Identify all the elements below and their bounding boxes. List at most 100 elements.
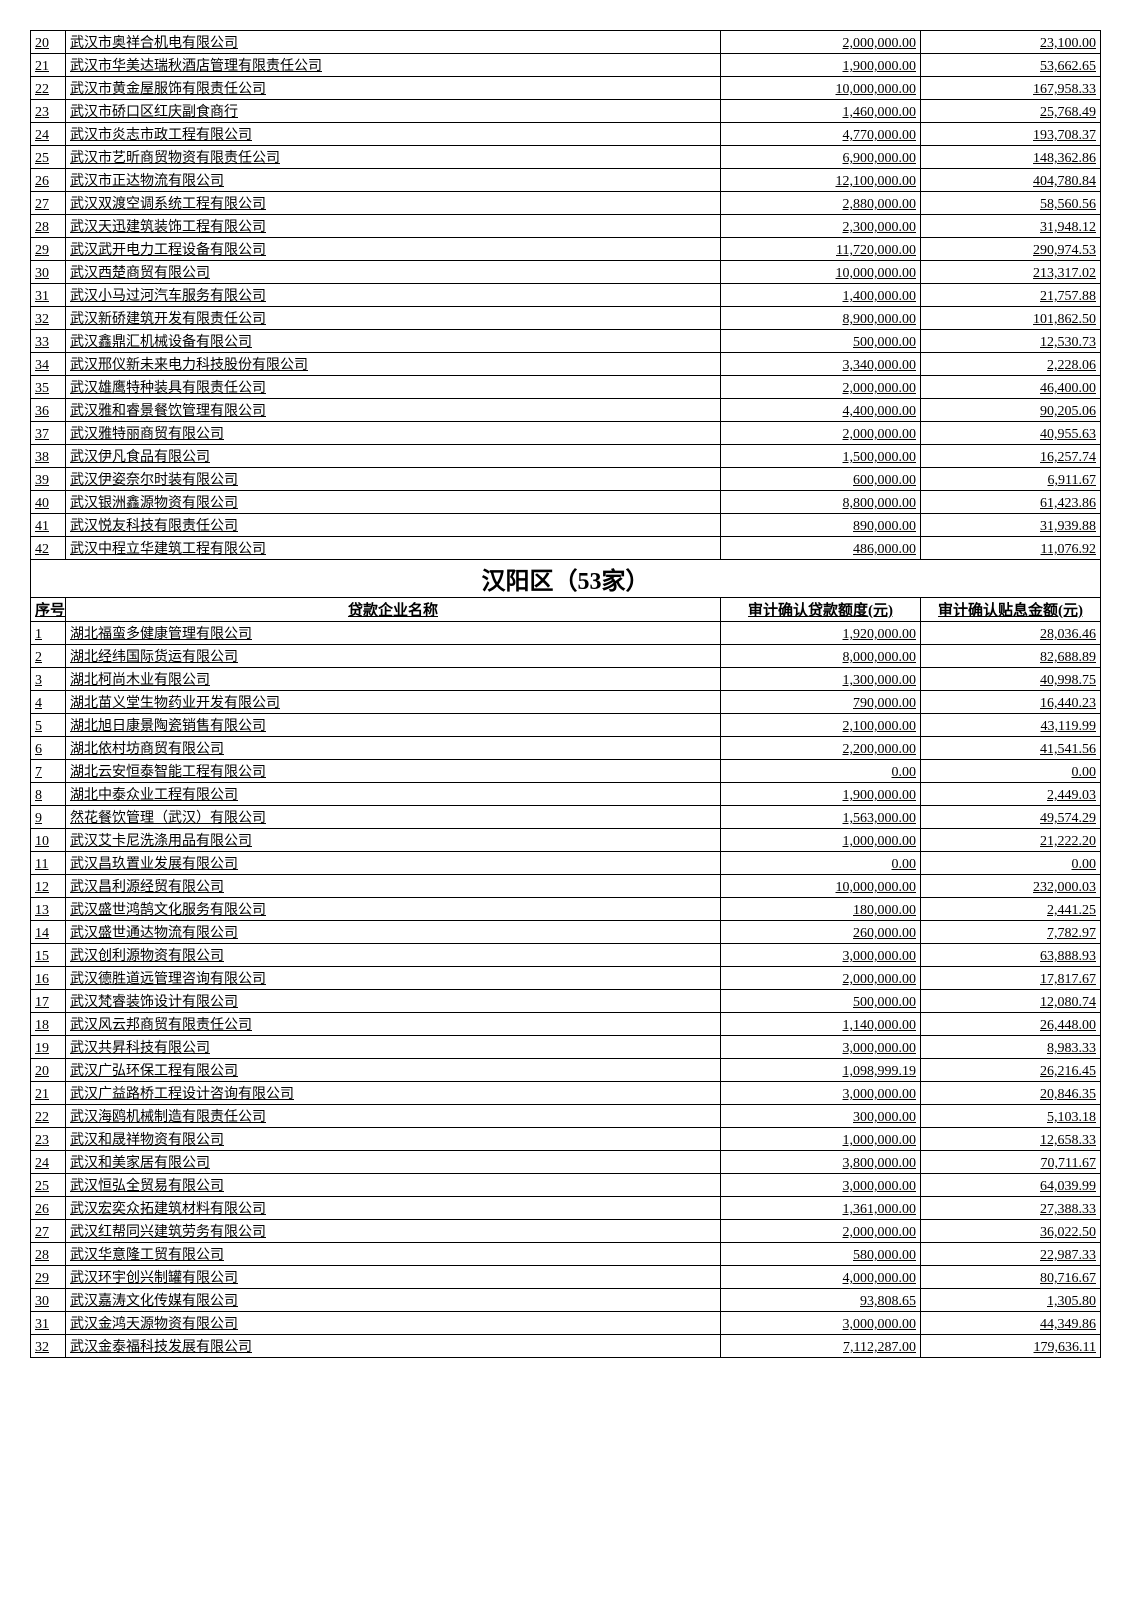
table-row: 22武汉市黄金屋服饰有限责任公司10,000,000.00167,958.33: [31, 77, 1101, 100]
loan-amount: 1,000,000.00: [721, 1128, 921, 1151]
loan-amount: 1,400,000.00: [721, 284, 921, 307]
company-name: 武汉邢仪新未来电力科技股份有限公司: [66, 353, 721, 376]
company-name: 武汉天迅建筑装饰工程有限公司: [66, 215, 721, 238]
table-row: 9然花餐饮管理（武汉）有限公司1,563,000.0049,574.29: [31, 806, 1101, 829]
interest-amount: 46,400.00: [921, 376, 1101, 399]
company-name: 湖北依村坊商贸有限公司: [66, 737, 721, 760]
interest-amount: 22,987.33: [921, 1243, 1101, 1266]
row-index: 41: [31, 514, 66, 537]
row-index: 13: [31, 898, 66, 921]
interest-amount: 167,958.33: [921, 77, 1101, 100]
table-row: 42武汉中程立华建筑工程有限公司486,000.0011,076.92: [31, 537, 1101, 560]
interest-amount: 21,222.20: [921, 829, 1101, 852]
table-row: 19武汉共昇科技有限公司3,000,000.008,983.33: [31, 1036, 1101, 1059]
loan-amount: 8,900,000.00: [721, 307, 921, 330]
table-row: 18武汉风云邦商贸有限责任公司1,140,000.0026,448.00: [31, 1013, 1101, 1036]
row-index: 16: [31, 967, 66, 990]
loan-amount: 486,000.00: [721, 537, 921, 560]
table-row: 40武汉银洲鑫源物资有限公司8,800,000.0061,423.86: [31, 491, 1101, 514]
table-row: 32武汉新硚建筑开发有限责任公司8,900,000.00101,862.50: [31, 307, 1101, 330]
table-row: 31武汉金鸿天源物资有限公司3,000,000.0044,349.86: [31, 1312, 1101, 1335]
table-row: 41武汉悦友科技有限责任公司890,000.0031,939.88: [31, 514, 1101, 537]
loan-table: 20武汉市奥祥合机电有限公司2,000,000.0023,100.0021武汉市…: [30, 30, 1101, 1358]
row-index: 3: [31, 668, 66, 691]
loan-amount: 1,361,000.00: [721, 1197, 921, 1220]
loan-amount: 580,000.00: [721, 1243, 921, 1266]
company-name: 武汉嘉涛文化传媒有限公司: [66, 1289, 721, 1312]
loan-amount: 7,112,287.00: [721, 1335, 921, 1358]
row-index: 22: [31, 77, 66, 100]
row-index: 30: [31, 261, 66, 284]
row-index: 23: [31, 100, 66, 123]
table-row: 34武汉邢仪新未来电力科技股份有限公司3,340,000.002,228.06: [31, 353, 1101, 376]
company-name: 武汉市黄金屋服饰有限责任公司: [66, 77, 721, 100]
interest-amount: 40,955.63: [921, 422, 1101, 445]
table-row: 6湖北依村坊商贸有限公司2,200,000.0041,541.56: [31, 737, 1101, 760]
table-row: 10武汉艾卡尼洗涤用品有限公司1,000,000.0021,222.20: [31, 829, 1101, 852]
loan-amount: 10,000,000.00: [721, 261, 921, 284]
interest-amount: 148,362.86: [921, 146, 1101, 169]
loan-amount: 0.00: [721, 760, 921, 783]
row-index: 22: [31, 1105, 66, 1128]
row-index: 26: [31, 1197, 66, 1220]
row-index: 32: [31, 307, 66, 330]
loan-amount: 3,000,000.00: [721, 1174, 921, 1197]
interest-amount: 63,888.93: [921, 944, 1101, 967]
loan-amount: 4,400,000.00: [721, 399, 921, 422]
table-row: 36武汉雅和睿景餐饮管理有限公司4,400,000.0090,205.06: [31, 399, 1101, 422]
company-name: 武汉雅和睿景餐饮管理有限公司: [66, 399, 721, 422]
company-name: 武汉双渡空调系统工程有限公司: [66, 192, 721, 215]
loan-amount: 1,098,999.19: [721, 1059, 921, 1082]
interest-amount: 64,039.99: [921, 1174, 1101, 1197]
loan-amount: 1,300,000.00: [721, 668, 921, 691]
company-name: 武汉昌利源经贸有限公司: [66, 875, 721, 898]
loan-amount: 3,000,000.00: [721, 1312, 921, 1335]
loan-amount: 1,140,000.00: [721, 1013, 921, 1036]
interest-amount: 44,349.86: [921, 1312, 1101, 1335]
company-name: 武汉德胜道远管理咨询有限公司: [66, 967, 721, 990]
loan-amount: 1,563,000.00: [721, 806, 921, 829]
company-name: 武汉小马过河汽车服务有限公司: [66, 284, 721, 307]
table-row: 11武汉昌玖置业发展有限公司0.000.00: [31, 852, 1101, 875]
loan-amount: 8,000,000.00: [721, 645, 921, 668]
loan-amount: 2,000,000.00: [721, 31, 921, 54]
loan-amount: 2,000,000.00: [721, 967, 921, 990]
row-index: 30: [31, 1289, 66, 1312]
table-row: 32武汉金泰福科技发展有限公司7,112,287.00179,636.11: [31, 1335, 1101, 1358]
table-row: 24武汉和美家居有限公司3,800,000.0070,711.67: [31, 1151, 1101, 1174]
table-row: 33武汉鑫鼎汇机械设备有限公司500,000.0012,530.73: [31, 330, 1101, 353]
company-name: 湖北苗义堂生物药业开发有限公司: [66, 691, 721, 714]
loan-amount: 0.00: [721, 852, 921, 875]
row-index: 33: [31, 330, 66, 353]
interest-amount: 193,708.37: [921, 123, 1101, 146]
table-row: 21武汉广益路桥工程设计咨询有限公司3,000,000.0020,846.35: [31, 1082, 1101, 1105]
loan-amount: 1,460,000.00: [721, 100, 921, 123]
row-index: 27: [31, 192, 66, 215]
row-index: 42: [31, 537, 66, 560]
header-company-name: 贷款企业名称: [66, 598, 721, 622]
loan-amount: 260,000.00: [721, 921, 921, 944]
company-name: 武汉盛世通达物流有限公司: [66, 921, 721, 944]
table-row: 20武汉广弘环保工程有限公司1,098,999.1926,216.45: [31, 1059, 1101, 1082]
interest-amount: 20,846.35: [921, 1082, 1101, 1105]
row-index: 6: [31, 737, 66, 760]
table-row: 25武汉市艺昕商贸物资有限责任公司6,900,000.00148,362.86: [31, 146, 1101, 169]
row-index: 8: [31, 783, 66, 806]
table-row: 28武汉天迅建筑装饰工程有限公司2,300,000.0031,948.12: [31, 215, 1101, 238]
company-name: 武汉广益路桥工程设计咨询有限公司: [66, 1082, 721, 1105]
company-name: 武汉银洲鑫源物资有限公司: [66, 491, 721, 514]
interest-amount: 5,103.18: [921, 1105, 1101, 1128]
table-row: 21武汉市华美达瑞秋酒店管理有限责任公司1,900,000.0053,662.6…: [31, 54, 1101, 77]
interest-amount: 1,305.80: [921, 1289, 1101, 1312]
interest-amount: 82,688.89: [921, 645, 1101, 668]
table-row: 29武汉环宇创兴制罐有限公司4,000,000.0080,716.67: [31, 1266, 1101, 1289]
interest-amount: 12,080.74: [921, 990, 1101, 1013]
company-name: 武汉和晟祥物资有限公司: [66, 1128, 721, 1151]
company-name: 湖北旭日康景陶瓷销售有限公司: [66, 714, 721, 737]
loan-amount: 93,808.65: [721, 1289, 921, 1312]
table-row: 12武汉昌利源经贸有限公司10,000,000.00232,000.03: [31, 875, 1101, 898]
table-row: 31武汉小马过河汽车服务有限公司1,400,000.0021,757.88: [31, 284, 1101, 307]
row-index: 36: [31, 399, 66, 422]
loan-amount: 8,800,000.00: [721, 491, 921, 514]
table-row: 37武汉雅特丽商贸有限公司2,000,000.0040,955.63: [31, 422, 1101, 445]
